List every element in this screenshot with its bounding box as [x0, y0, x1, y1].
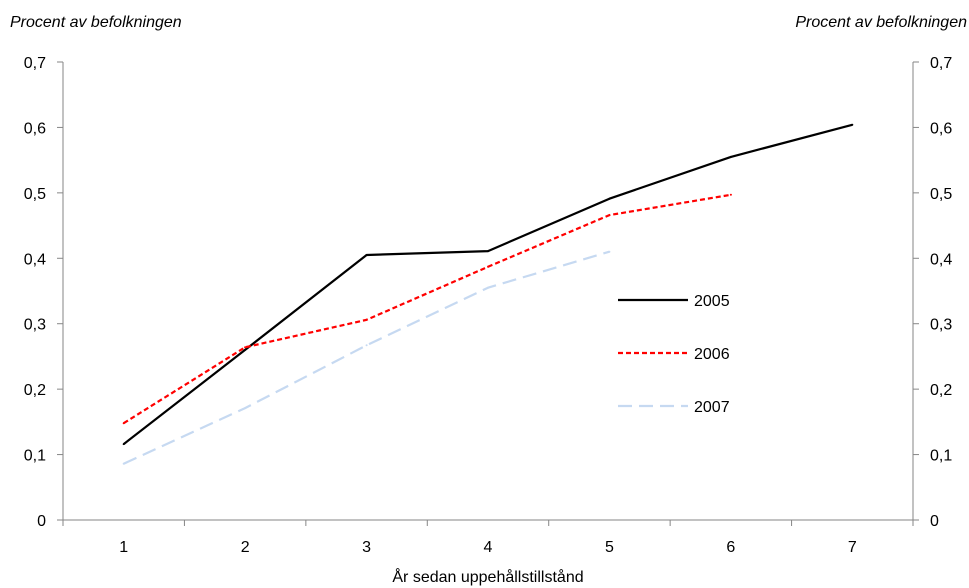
right-y-tick-label: 0,1 [930, 448, 952, 465]
x-axis-title: År sedan uppehållstillstånd [392, 567, 583, 586]
x-tick-label: 7 [848, 539, 857, 556]
legend-label-2006: 2006 [694, 346, 730, 363]
right-y-tick-label: 0,7 [930, 55, 952, 72]
series-line-2007 [123, 250, 610, 465]
data-point-2005-5 [608, 197, 611, 200]
left-y-tick-label: 0,7 [24, 55, 46, 72]
x-tick-label: 5 [605, 539, 614, 556]
legend: 2005 2006 2007 [618, 293, 730, 416]
series-2007 [122, 250, 611, 465]
axes: 0 0 0,1 0,1 0,2 0,2 0,3 0,3 0,4 0,4 0,5 0,5 0,6 0,6 0,… [24, 55, 953, 556]
legend-label-2005: 2005 [694, 293, 730, 310]
data-point-2006-5 [608, 214, 611, 217]
right-y-tick-label: 0,3 [930, 317, 952, 334]
left-y-tick-label: 0 [37, 513, 46, 530]
data-point-2006-6 [729, 193, 732, 196]
data-point-2007-1 [122, 462, 125, 465]
left-y-tick-label: 0,6 [24, 120, 46, 137]
x-tick-label: 1 [119, 539, 128, 556]
data-point-2005-3 [365, 254, 368, 256]
data-point-2005-2 [244, 348, 247, 351]
legend-item-2007: 2007 [618, 399, 730, 416]
x-tick-label: 6 [726, 539, 735, 556]
data-point-2007-5 [608, 250, 611, 253]
series-group [122, 123, 854, 465]
x-tick-label: 2 [241, 539, 250, 556]
data-point-2005-4 [487, 250, 489, 253]
data-point-2006-4 [487, 265, 489, 268]
data-point-2006-2 [244, 346, 247, 349]
legend-label-2007: 2007 [694, 399, 730, 416]
right-y-tick-label: 0,4 [930, 251, 952, 268]
legend-item-2005: 2005 [618, 293, 730, 310]
left-y-tick-label: 0,3 [24, 317, 46, 334]
data-point-2007-4 [487, 286, 489, 289]
series-2005 [122, 123, 854, 446]
x-tick-label: 3 [362, 539, 371, 556]
right-axis-title: Procent av befolkningen [795, 14, 967, 31]
series-line-2005 [123, 123, 853, 445]
left-y-tick-label: 0,5 [24, 186, 46, 203]
data-point-2006-1 [122, 422, 125, 425]
data-point-2006-3 [365, 318, 368, 321]
legend-item-2006: 2006 [618, 346, 730, 363]
left-axis-title: Procent av befolkningen [10, 14, 182, 31]
left-y-tick-label: 0,4 [24, 251, 46, 268]
right-y-tick-label: 0,6 [930, 120, 952, 137]
data-point-2007-2 [244, 407, 247, 410]
left-y-tick-label: 0,1 [24, 448, 46, 465]
data-point-2007-3 [365, 344, 368, 347]
right-y-tick-label: 0 [930, 513, 939, 530]
x-tick-label: 4 [484, 539, 493, 556]
data-point-2005-7 [851, 123, 854, 126]
series-2006 [122, 193, 732, 425]
left-y-tick-label: 0,2 [24, 382, 46, 399]
data-point-2005-6 [729, 155, 732, 158]
right-y-tick-label: 0,2 [930, 382, 952, 399]
data-point-2005-1 [122, 443, 125, 446]
right-y-tick-label: 0,5 [930, 186, 952, 203]
series-line-2006 [123, 193, 732, 425]
